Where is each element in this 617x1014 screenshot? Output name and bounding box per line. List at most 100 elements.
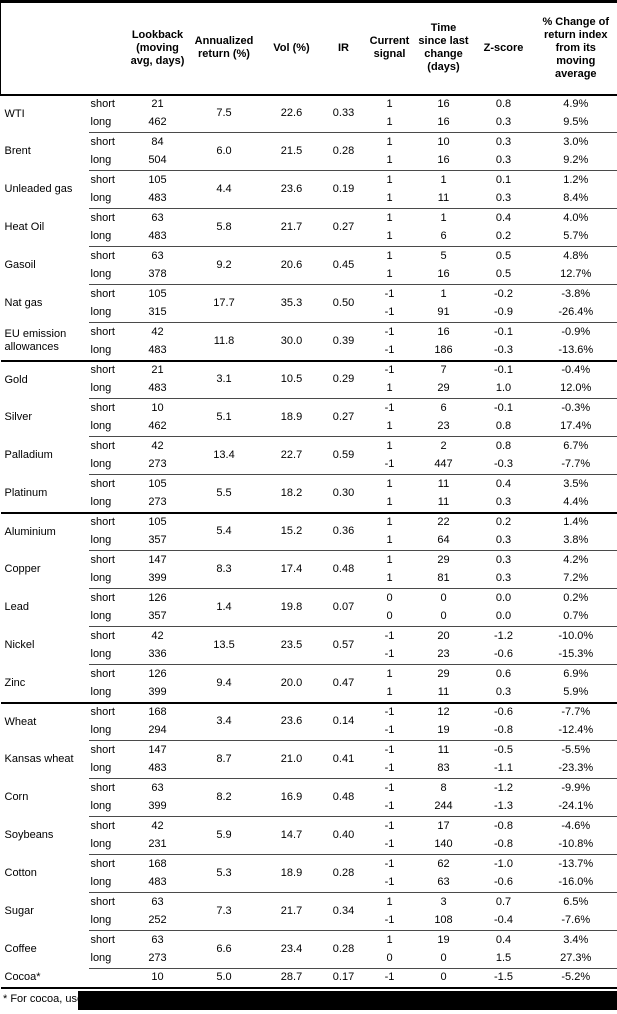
z-score-value: -1.2: [472, 626, 535, 646]
time-since-value: 19: [437, 724, 450, 737]
z-score-value: 0.3: [495, 192, 512, 205]
z-score-value: 0.5: [472, 246, 535, 266]
signal-value: 1: [386, 496, 393, 508]
vol-value: 23.4: [260, 930, 323, 969]
table-row: Gold short 21 3.1 10.5 0.29 -1 7 -0.1 -0.4%: [0, 359, 617, 399]
z-score-value: 0.8: [472, 436, 535, 456]
vol-value: 18.9: [260, 854, 323, 893]
time-since-value: 16: [437, 154, 450, 167]
signal-value: 1: [386, 268, 393, 281]
vol-value: 21.7: [260, 208, 323, 247]
z-score-value: -1.0: [472, 854, 535, 874]
pct-change-value: 0.7%: [534, 607, 617, 627]
table-row: Copper short 147 8.3 17.4 0.48 1 29 0.3 4.2%: [1, 550, 617, 589]
table-row: long 483 1 6 0.2 5.7%: [1, 227, 617, 247]
pct-change-value: -13.7%: [534, 854, 617, 874]
z-score-value: 0.3: [495, 686, 512, 698]
annualized-return-value: 9.4: [187, 664, 261, 703]
horizon-label: short: [88, 359, 128, 380]
time-since-value: 7: [414, 359, 473, 380]
signal-value: 1: [364, 170, 415, 190]
time-since-value: 1: [414, 284, 473, 304]
horizon-label: long: [90, 382, 112, 395]
header-cell: Time since last change (days): [414, 0, 473, 96]
pct-change-value: -5.2%: [534, 968, 617, 989]
lookback-value: 63: [127, 778, 188, 798]
z-score-value: -0.8: [494, 838, 513, 851]
horizon-label: short: [88, 588, 128, 608]
lookback-value: 63: [127, 930, 188, 950]
commodity-name: Sugar: [4, 905, 34, 917]
table-row: long 273 1 11 0.3 4.4%: [1, 493, 617, 513]
annualized-return-value: 4.4: [187, 170, 261, 209]
vol-value: 14.7: [260, 816, 323, 855]
table-row: long 231 -1 140 -0.8 -10.8%: [1, 835, 617, 855]
table-row: long 462 1 23 0.8 17.4%: [1, 417, 617, 437]
ir-value: 0.14: [322, 701, 365, 741]
table-row: Aluminium short 105 5.4 15.2 0.36 1 22 0.2 1.4%: [0, 511, 617, 551]
lookback-value: 315: [148, 306, 167, 319]
horizon-label: short: [88, 778, 128, 798]
signal-value: 1: [386, 686, 393, 698]
lookback-value: 399: [148, 800, 167, 813]
vol-value: 22.6: [260, 93, 323, 133]
time-since-value: 16: [414, 322, 473, 342]
table-row: Unleaded gas short 105 4.4 23.6 0.19 1 1 0.1 1.2%: [1, 170, 617, 209]
signal-value: 1: [386, 154, 393, 167]
time-since-value: 16: [414, 93, 473, 114]
vol-value: 35.3: [260, 284, 323, 323]
time-since-value: 81: [437, 572, 450, 585]
pct-change-value: 17.4%: [534, 417, 617, 437]
table-row: Coffee short 63 6.6 23.4 0.28 1 19 0.4 3.4%: [1, 930, 617, 969]
vol-value: 23.6: [260, 701, 323, 741]
time-since-value: 16: [437, 116, 450, 129]
horizon-label: long: [90, 686, 112, 698]
pct-change-value: -9.9%: [534, 778, 617, 798]
lookback-value: 483: [148, 762, 167, 775]
header-cell: Current signal: [364, 0, 415, 96]
horizon-label: long: [90, 154, 112, 167]
table-row: long 483 -1 83 -1.1 -23.3%: [1, 759, 617, 779]
signal-value: 1: [386, 116, 393, 129]
annualized-return-value: 3.4: [187, 701, 261, 741]
ir-value: 0.45: [322, 246, 365, 285]
signal-value: -1: [364, 626, 415, 646]
time-since-value: 91: [437, 306, 450, 319]
signal-value: 0: [364, 588, 415, 608]
commodity-name: Nat gas: [4, 297, 43, 309]
time-since-value: 108: [434, 914, 453, 927]
time-since-value: 8: [414, 778, 473, 798]
horizon-label: short: [88, 701, 128, 722]
lookback-value: 63: [127, 208, 188, 228]
table-row: Nickel short 42 13.5 23.5 0.57 -1 20 -1.2 -10.0%: [1, 626, 617, 665]
table-row: long 399 1 81 0.3 7.2%: [1, 569, 617, 589]
vol-value: 18.2: [260, 474, 323, 513]
vol-value: 16.9: [260, 778, 323, 817]
pct-change-value: -7.7%: [534, 701, 617, 722]
annualized-return-value: 11.8: [187, 322, 261, 361]
commodity-name: Platinum: [4, 486, 48, 499]
z-score-value: 0.4: [472, 208, 535, 228]
horizon-label: short: [88, 93, 128, 114]
time-since-value: 17: [414, 816, 473, 836]
signal-value: 1: [364, 436, 415, 456]
table-row: long 483 1 29 1.0 12.0%: [1, 379, 617, 399]
signal-value: -1: [364, 854, 415, 874]
lookback-value: 42: [127, 436, 188, 456]
time-since-value: 29: [414, 550, 473, 570]
table-row: Wheat short 168 3.4 23.6 0.14 -1 12 -0.6 -7.7%: [0, 701, 617, 741]
signal-value: -1: [364, 322, 415, 342]
vol-value: 20.0: [260, 664, 323, 703]
table-row: Zinc short 126 9.4 20.0 0.47 1 29 0.6 6.9%: [1, 664, 617, 703]
vol-value: 22.7: [260, 436, 323, 475]
z-score-value: -0.3: [494, 344, 513, 356]
z-score-value: -0.1: [472, 359, 535, 380]
vol-value: 17.4: [260, 550, 323, 589]
horizon-label: long: [90, 230, 112, 243]
z-score-value: 0.7: [472, 892, 535, 912]
time-since-value: 19: [414, 930, 473, 950]
pct-change-value: -4.6%: [534, 816, 617, 836]
horizon-label: short: [88, 892, 128, 912]
signal-value: 1: [386, 382, 393, 395]
